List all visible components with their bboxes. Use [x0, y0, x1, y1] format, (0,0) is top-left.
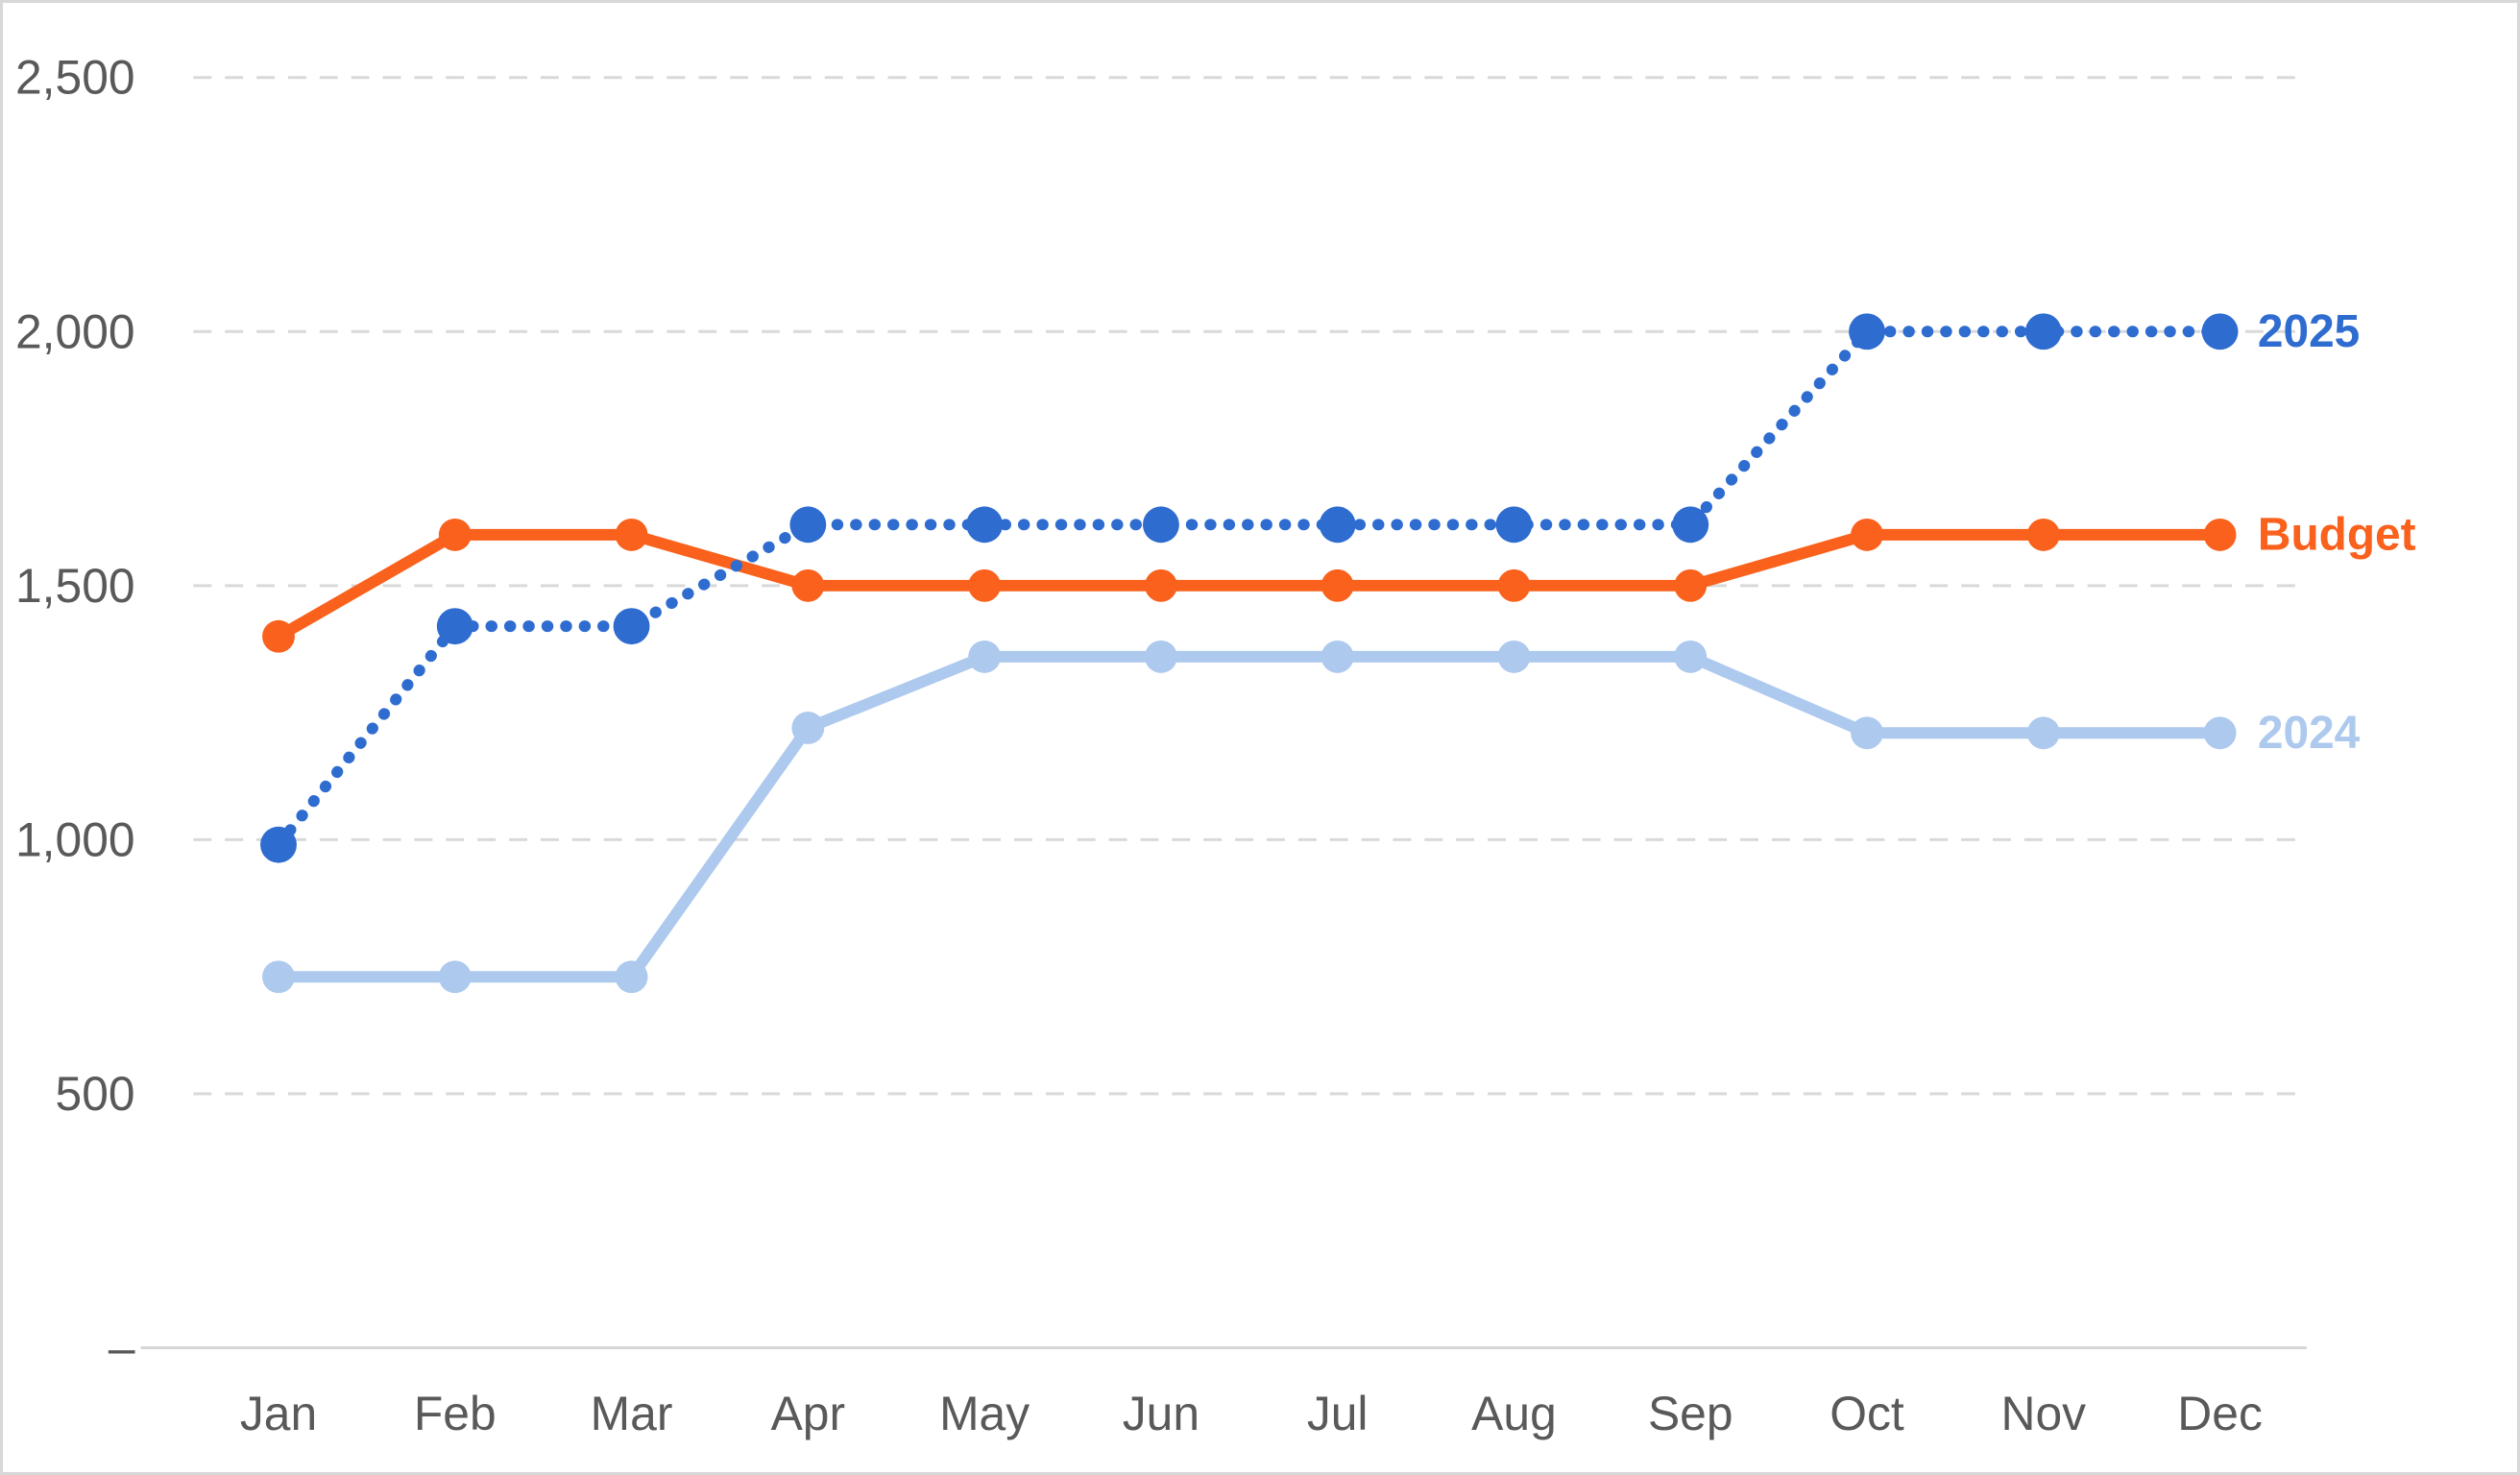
x-tick-label-oct: Oct: [1829, 1387, 1904, 1440]
data-point-budget-jan: [262, 619, 295, 653]
series-label-2025: 2025: [2258, 306, 2360, 357]
data-point-2024-jan: [262, 960, 295, 994]
data-point-2024-jun: [1144, 640, 1177, 673]
y-tick-label: 2,000: [15, 304, 135, 358]
data-point-budget-may: [968, 568, 1002, 602]
y-tick-label: 500: [56, 1067, 135, 1121]
x-tick-label-mar: Mar: [591, 1387, 673, 1440]
data-point-2024-nov: [2026, 716, 2060, 750]
line-chart: 2,500 2,000 1,500 1,000 500 – Jan Feb Mar Apr May J…: [15, 51, 2416, 1441]
data-point-budget-aug: [1497, 568, 1531, 602]
data-point-2025-apr: [789, 506, 827, 544]
series-line-2024: [273, 650, 2226, 983]
x-tick-label-jul: Jul: [1307, 1387, 1369, 1440]
series-label-budget: Budget: [2258, 509, 2416, 560]
x-tick-label-jun: Jun: [1123, 1387, 1199, 1440]
x-tick-label-apr: Apr: [771, 1387, 845, 1440]
data-point-2024-jul: [1321, 640, 1354, 673]
x-tick-label-feb: Feb: [414, 1387, 497, 1440]
series-line-budget: [273, 528, 2226, 642]
x-tick-label-dec: Dec: [2177, 1387, 2263, 1440]
data-point-budget-dec: [2203, 518, 2237, 551]
data-point-budget-jun: [1144, 568, 1177, 602]
data-point-2025-jan: [260, 826, 297, 863]
x-tick-label-aug: Aug: [1471, 1387, 1557, 1440]
x-tick-label-jan: Jan: [240, 1387, 317, 1440]
data-point-budget-sep: [1674, 568, 1708, 602]
data-point-2025-jul: [1319, 506, 1356, 544]
x-tick-label-nov: Nov: [2001, 1387, 2087, 1440]
data-point-2025-nov: [2024, 313, 2062, 351]
x-tick-label-sep: Sep: [1648, 1387, 1733, 1440]
data-point-2024-dec: [2203, 716, 2237, 750]
y-tick-label: 1,500: [15, 559, 135, 613]
data-point-2024-aug: [1497, 640, 1531, 673]
data-point-2024-mar: [615, 960, 648, 994]
data-point-budget-jul: [1321, 568, 1354, 602]
data-point-budget-apr: [791, 568, 825, 602]
data-point-2025-feb: [436, 608, 473, 645]
data-point-2025-oct: [1849, 313, 1885, 351]
series-label-2024: 2024: [2258, 708, 2361, 759]
data-point-2025-mar: [613, 608, 650, 645]
data-point-budget-nov: [2026, 518, 2060, 551]
y-tick-label: –: [109, 1321, 135, 1375]
data-point-budget-feb: [438, 518, 472, 551]
y-tick-label: 2,500: [15, 51, 135, 105]
data-point-2025-sep: [1672, 506, 1709, 544]
data-point-2024-may: [968, 640, 1002, 673]
data-point-2024-feb: [438, 960, 472, 994]
data-point-2025-jun: [1142, 506, 1179, 544]
data-point-2025-may: [966, 506, 1004, 544]
y-tick-label: 1,000: [15, 812, 135, 866]
data-point-2025-dec: [2201, 313, 2239, 351]
data-point-budget-oct: [1851, 518, 1883, 551]
series-line-2025: [273, 326, 2226, 851]
data-point-2024-oct: [1851, 716, 1883, 750]
data-point-2024-apr: [791, 712, 825, 744]
data-point-budget-mar: [615, 518, 648, 551]
data-point-2024-sep: [1674, 640, 1708, 673]
x-tick-label-may: May: [939, 1387, 1030, 1440]
data-point-2025-aug: [1495, 506, 1533, 544]
